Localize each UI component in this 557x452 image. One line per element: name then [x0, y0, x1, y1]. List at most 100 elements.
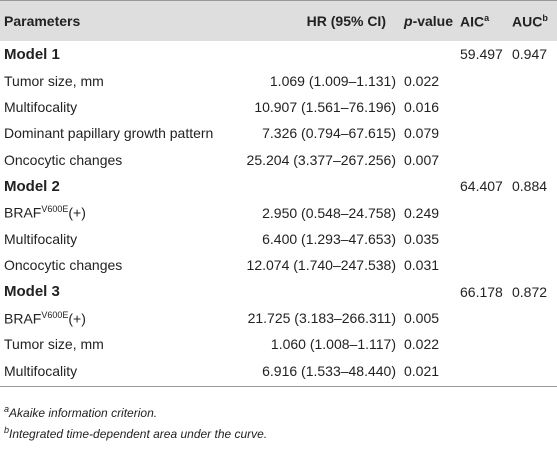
parameter-text: BRAF — [4, 204, 42, 221]
cell — [508, 357, 557, 388]
cell — [508, 120, 557, 146]
hr: 1.060 (1.008–1.117) — [270, 336, 396, 353]
cell — [400, 279, 456, 305]
header-row: Parameters HR (95% CI) p-value AICa AUCb — [0, 0, 557, 41]
cell — [236, 279, 400, 305]
cell — [456, 120, 508, 146]
cell — [508, 252, 557, 278]
aic: 64.407 — [460, 178, 503, 195]
data-row: Oncocytic changes 12.074 (1.740–247.538) 0… — [0, 252, 557, 278]
p-value: 0.022 — [404, 72, 440, 89]
hr: 25.204 (3.377–267.256) — [246, 151, 396, 168]
model-label: Model 3 — [4, 283, 60, 301]
cell — [508, 147, 557, 173]
data-row: Tumor size, mm 1.060 (1.008–1.117) 0.022 — [0, 331, 557, 357]
parameter-text: Dominant papillary growth pattern — [4, 125, 214, 142]
header-cell: HR (95% CI) — [236, 0, 400, 41]
hr: 6.400 (1.293–47.653) — [262, 230, 396, 247]
p-value: 0.035 — [404, 230, 440, 247]
parameter-suffix: (+) — [68, 310, 86, 327]
p-value: 0.079 — [404, 125, 440, 142]
cell — [456, 357, 508, 388]
data-row: Multifocality 6.916 (1.533–48.440) 0.021 — [0, 357, 557, 388]
p-value: 0.007 — [404, 151, 440, 168]
parameter-text: Multifocality — [4, 362, 78, 379]
p-value: 0.249 — [404, 204, 440, 221]
cell — [400, 41, 456, 67]
hr: 1.069 (1.009–1.131) — [269, 72, 396, 89]
parameter: Tumor size, mm — [0, 67, 236, 93]
cell — [508, 199, 557, 225]
auc: 0.884 — [512, 178, 548, 195]
parameter-text: Multifocality — [4, 98, 78, 115]
data-row: Multifocality 10.907 (1.561–76.196) 0.016 — [0, 94, 557, 120]
footnote-text: Integrated time-dependent area under the… — [9, 427, 268, 442]
hr: 12.074 (1.740–247.538) — [246, 257, 396, 274]
footnote-mark: b — [4, 425, 10, 436]
cell — [508, 67, 557, 93]
footnote: aAkaike information criterion. — [4, 399, 557, 420]
p-value: 0.031 — [404, 257, 440, 274]
parameter: Multifocality — [0, 357, 236, 388]
model-row: Model 3 66.178 0.872 — [0, 279, 557, 305]
header-cell: Parameters — [0, 0, 236, 41]
footnotes: aAkaike information criterion. bIntegrate… — [0, 399, 557, 441]
hr: 7.326 (0.794–67.615) — [262, 125, 396, 142]
parameter-text: BRAF — [4, 310, 42, 327]
header-cell: p-value — [400, 0, 456, 41]
footnote-text: Akaike information criterion. — [9, 406, 158, 421]
cell — [456, 226, 508, 252]
data-row: Multifocality 6.400 (1.293–47.653) 0.035 — [0, 226, 557, 252]
parameter-text: Oncocytic changes — [4, 257, 123, 274]
hr: 10.907 (1.561–76.196) — [254, 98, 396, 115]
model-row: Model 1 59.497 0.947 — [0, 41, 557, 67]
data-row: BRAFV600E(+) 21.725 (3.183–266.311) 0.005 — [0, 305, 557, 331]
cell — [508, 226, 557, 252]
cell — [456, 147, 508, 173]
parameter: Tumor size, mm — [0, 331, 236, 357]
parameter: Dominant papillary growth pattern — [0, 120, 236, 146]
auc: 0.872 — [512, 283, 548, 300]
hr: 2.950 (0.548–24.758) — [262, 204, 396, 221]
model-row: Model 2 64.407 0.884 — [0, 173, 557, 199]
results-table: Parameters HR (95% CI) p-value AICa AUCb… — [0, 0, 557, 388]
table-body: Model 1 59.497 0.947 Tumor size, mm 1.069 (1… — [0, 41, 557, 388]
cell — [236, 41, 400, 67]
p-value: 0.021 — [400, 357, 456, 388]
data-row: Dominant papillary growth pattern 7.326 (… — [0, 120, 557, 146]
cell — [508, 331, 557, 357]
cell — [456, 305, 508, 331]
parameter-text: Tumor size, mm — [4, 72, 104, 89]
parameter: Multifocality — [0, 226, 236, 252]
cell — [456, 94, 508, 120]
p-value: 0.016 — [404, 98, 440, 115]
header-cell: AICa — [456, 0, 508, 41]
header-cell: AUCb — [508, 0, 557, 41]
aic: 59.497 — [460, 46, 503, 63]
parameter: Oncocytic changes — [0, 147, 236, 173]
parameter-sup: V600E — [41, 204, 69, 215]
footnote-mark: a — [4, 404, 10, 415]
spacer — [0, 387, 557, 399]
footnote: bIntegrated time-dependent area under th… — [4, 420, 557, 441]
hr: 21.725 (3.183–266.311) — [247, 310, 396, 327]
footnote-mark: a — [484, 12, 490, 23]
header-text: AIC — [460, 13, 485, 30]
parameter-text: Oncocytic changes — [4, 151, 123, 168]
parameter: Oncocytic changes — [0, 252, 236, 278]
data-row: Oncocytic changes 25.204 (3.377–267.256) 0… — [0, 147, 557, 173]
p-value: 0.005 — [404, 310, 440, 327]
cell — [456, 199, 508, 225]
model-label: Model 1 — [4, 45, 60, 63]
header-text: -value — [412, 13, 454, 29]
aic: 66.178 — [460, 283, 503, 300]
cell — [508, 94, 557, 120]
model-label: Model 2 — [4, 177, 60, 195]
parameter-suffix: (+) — [68, 204, 86, 221]
cell — [456, 252, 508, 278]
parameter: BRAFV600E(+) — [0, 305, 236, 331]
cell — [456, 331, 508, 357]
cell — [456, 67, 508, 93]
cell — [236, 173, 400, 199]
